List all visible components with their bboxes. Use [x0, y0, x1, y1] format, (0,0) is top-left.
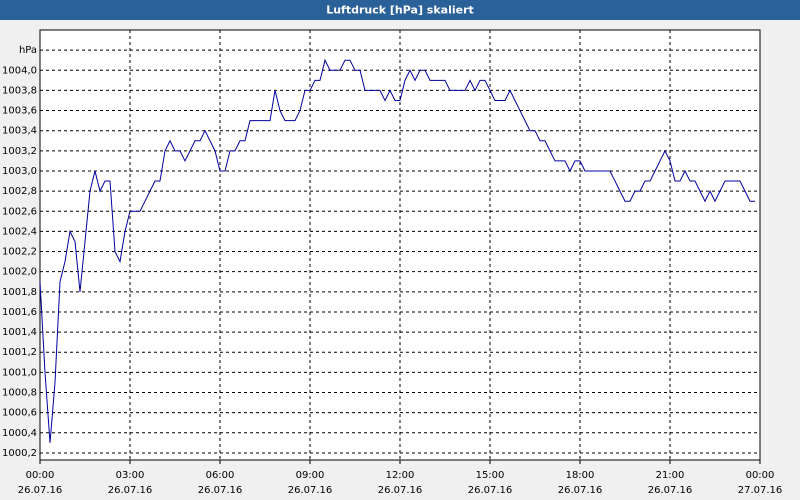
y-tick-label: 1000,4 — [2, 428, 37, 439]
x-tick-label: 09:00 — [296, 470, 325, 481]
x-tick-date: 26.07.16 — [108, 485, 153, 496]
y-tick-label: 1003,8 — [2, 85, 37, 96]
x-tick-date: 26.07.16 — [378, 485, 423, 496]
chart-title: Luftdruck [hPa] skaliert — [326, 4, 474, 17]
x-tick-label: 00:00 — [26, 470, 55, 481]
y-tick-label: 1002,2 — [2, 247, 37, 258]
x-tick-label: 00:00 — [746, 470, 775, 481]
y-tick-label: 1004,0 — [2, 65, 37, 76]
y-tick-label: 1000,6 — [2, 408, 37, 419]
y-tick-label: 1003,6 — [2, 106, 37, 117]
x-tick-date: 26.07.16 — [198, 485, 243, 496]
x-tick-label: 12:00 — [386, 470, 415, 481]
title-bar — [0, 0, 800, 20]
x-tick-label: 03:00 — [116, 470, 145, 481]
y-tick-label: 1001,6 — [2, 307, 37, 318]
y-tick-label: 1000,8 — [2, 388, 37, 399]
y-tick-label: 1000,2 — [2, 448, 37, 459]
y-tick-label: 1003,2 — [2, 146, 37, 157]
y-tick-label: 1003,0 — [2, 166, 37, 177]
x-tick-label: 15:00 — [476, 470, 505, 481]
x-tick-date: 27.07.16 — [738, 485, 783, 496]
y-tick-label: 1003,4 — [2, 126, 37, 137]
x-tick-date: 26.07.16 — [648, 485, 693, 496]
x-tick-date: 26.07.16 — [288, 485, 333, 496]
y-tick-label: 1002,4 — [2, 226, 37, 237]
y-tick-label: 1001,0 — [2, 367, 37, 378]
y-tick-label: 1002,0 — [2, 267, 37, 278]
x-tick-label: 21:00 — [656, 470, 685, 481]
x-tick-label: 18:00 — [566, 470, 595, 481]
y-tick-label: hPa — [19, 45, 37, 56]
x-tick-label: 06:00 — [206, 470, 235, 481]
x-tick-date: 26.07.16 — [18, 485, 63, 496]
x-tick-date: 26.07.16 — [558, 485, 603, 496]
line-series — [39, 58, 755, 443]
y-tick-label: 1002,6 — [2, 206, 37, 217]
y-tick-label: 1002,8 — [2, 186, 37, 197]
x-tick-date: 26.07.16 — [468, 485, 513, 496]
y-tick-label: 1001,2 — [2, 347, 37, 358]
y-tick-label: 1001,4 — [2, 327, 37, 338]
y-tick-label: 1001,8 — [2, 287, 37, 298]
plot-area — [39, 29, 761, 461]
